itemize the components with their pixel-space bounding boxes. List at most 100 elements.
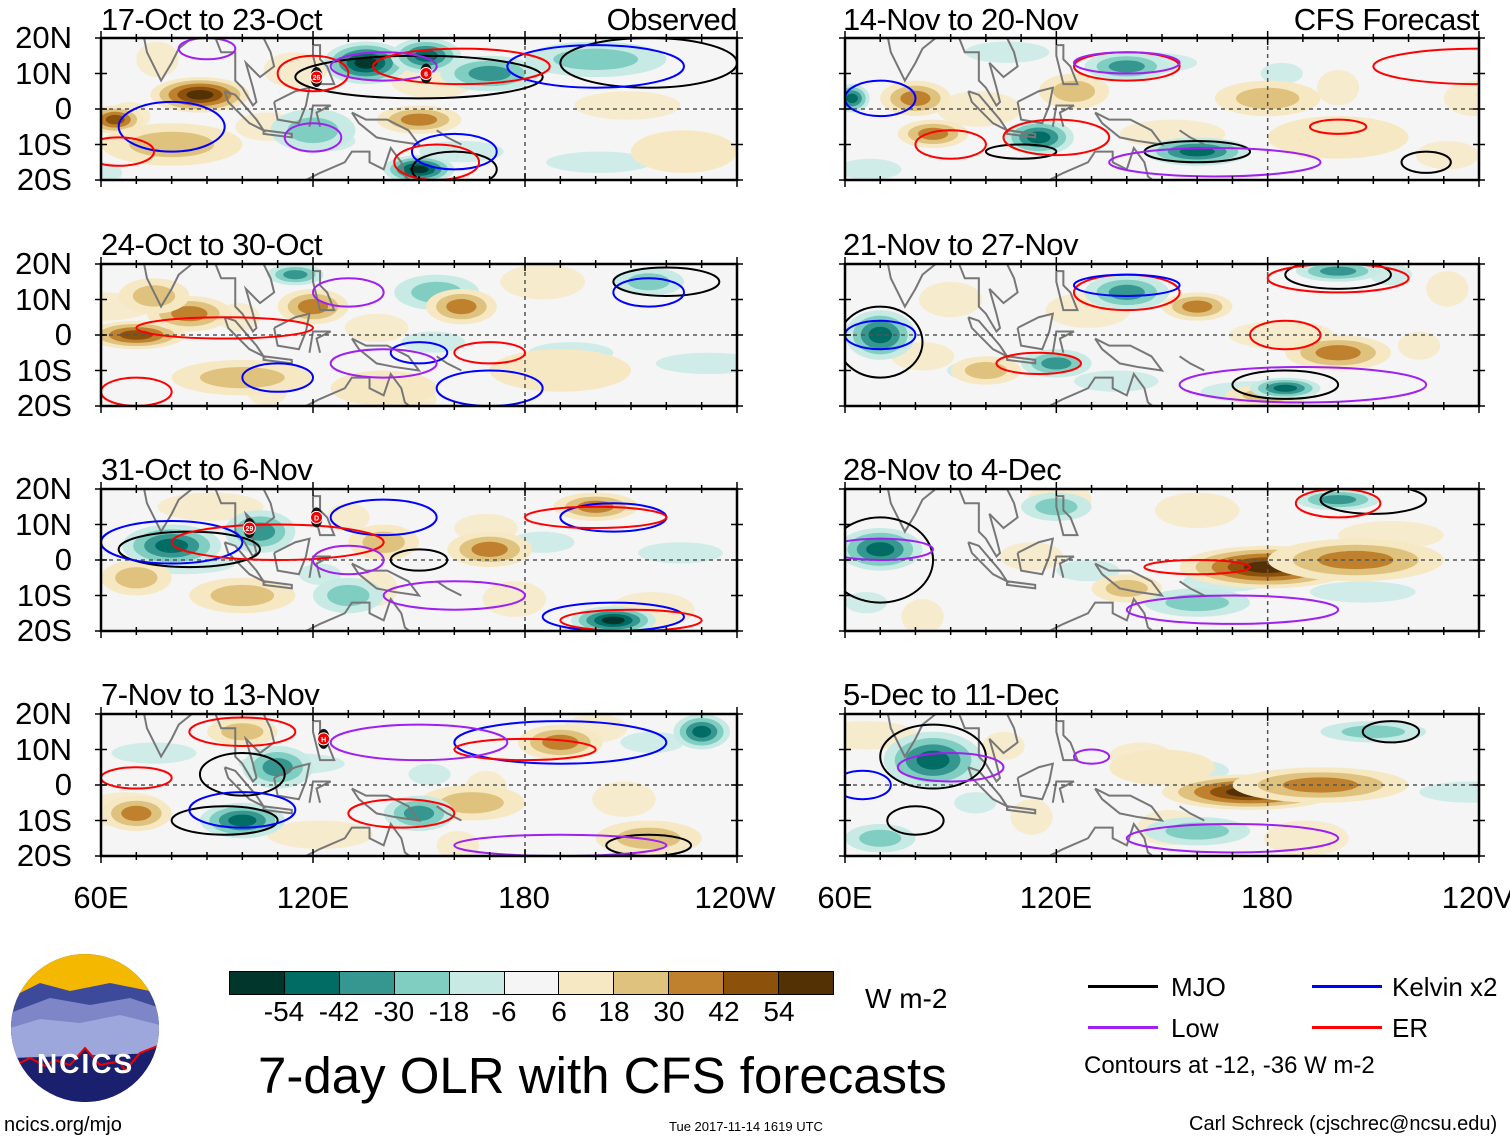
olr-anomaly-shading <box>1317 550 1394 570</box>
panel-content: 29 D <box>101 489 737 631</box>
cyclone-label: 26 <box>313 75 321 82</box>
coastline <box>1016 86 1055 125</box>
olr-anomaly-patch <box>546 151 653 173</box>
mjo-contour <box>1284 264 1392 290</box>
map-panel: H <box>95 707 743 863</box>
legend-low-label: Low <box>1171 1013 1219 1043</box>
kelvin-contour <box>188 791 297 829</box>
ncics-logo <box>11 954 159 1102</box>
olr-anomaly-patch <box>1397 331 1441 360</box>
kelvin-contour <box>845 769 892 801</box>
er-contour <box>1308 118 1368 135</box>
er-contour <box>524 505 668 530</box>
coastline <box>1047 371 1155 406</box>
mjo-contour <box>1231 369 1340 400</box>
legend-low-swatch <box>1088 1026 1158 1029</box>
low-contour <box>1072 51 1181 75</box>
kelvin-contour <box>453 720 668 765</box>
panel-title: 5-Dec to 11-Dec <box>843 677 1059 712</box>
mjo-contour <box>559 38 737 89</box>
lat-label: 20N <box>15 246 72 281</box>
legend-er-swatch <box>1312 1026 1382 1029</box>
tropical-cyclone-icon <box>317 732 331 746</box>
cyclone-label: D <box>314 515 319 522</box>
low-contour <box>329 51 438 82</box>
er-contour <box>393 143 481 180</box>
colorbar-tick-label: 42 <box>708 996 740 1027</box>
colorbar-swatch <box>723 972 779 994</box>
coastline <box>1094 787 1165 822</box>
colorbar-tick-label: -18 <box>428 996 470 1027</box>
low-contour <box>896 752 1005 783</box>
coastline <box>1179 580 1205 597</box>
olr-anomaly-patch <box>1415 140 1479 170</box>
olr-anomaly-patch <box>1443 80 1479 117</box>
coastline <box>886 264 938 309</box>
coastline <box>958 264 1019 334</box>
coastline <box>214 264 276 334</box>
panel-title: 21-Nov to 27-Nov <box>843 227 1078 262</box>
lat-label: 20N <box>15 20 72 55</box>
olr-anomaly-shading <box>446 298 477 315</box>
colorbar-ticks: -54 -42 -30 -18 -6 6 18 30 42 54 <box>229 996 834 1030</box>
kelvin-contour <box>241 362 314 393</box>
panel-content <box>845 489 1479 631</box>
colorbar-tick-label: -54 <box>263 996 305 1027</box>
lat-label: 20S <box>16 838 72 873</box>
mjo-contour <box>845 305 924 379</box>
lat-label: 0 <box>54 767 72 802</box>
olr-anomaly-shading <box>1165 822 1229 840</box>
lon-label: 180 <box>1241 880 1293 915</box>
olr-anomaly-shading <box>228 814 257 827</box>
coastline <box>1006 355 1037 365</box>
site-url[interactable]: ncics.org/mjo <box>4 1114 122 1136</box>
olr-anomaly-patch <box>1309 581 1416 603</box>
er-contour <box>276 54 350 93</box>
coastline <box>436 805 462 822</box>
colorbar-tick-label: -6 <box>491 996 517 1027</box>
lat-label: 10N <box>15 281 72 317</box>
olr-anomaly-patch <box>964 41 1050 63</box>
coastline <box>958 714 1019 784</box>
er-contour <box>101 766 173 790</box>
coastline <box>303 371 412 406</box>
lat-label: 20S <box>16 388 72 423</box>
coastline <box>262 129 293 139</box>
olr-anomaly-patch <box>655 352 737 375</box>
coastline <box>1051 555 1075 578</box>
map-panel <box>839 31 1485 187</box>
er-contour <box>453 341 526 365</box>
map-panel <box>839 482 1485 638</box>
map-panel <box>839 707 1485 863</box>
er-contour <box>1372 47 1479 86</box>
colorbar-swatch <box>448 972 504 994</box>
panel-content <box>845 38 1479 180</box>
olr-anomaly-patch <box>592 781 656 817</box>
olr-anomaly-patch <box>1154 492 1240 529</box>
kelvin-contour <box>1072 273 1181 297</box>
er-contour <box>372 47 551 86</box>
olr-anomaly-patch <box>1264 820 1349 856</box>
olr-anomaly-shading <box>297 298 329 315</box>
colorbar-tick-label: 30 <box>653 996 685 1027</box>
coastline <box>303 145 412 180</box>
cyclone-label: H <box>321 737 326 744</box>
cyclone-label: 6 <box>424 72 428 79</box>
coastline <box>1094 337 1165 372</box>
olr-anomaly-shading <box>330 370 437 406</box>
olr-anomaly-patch <box>1419 781 1479 803</box>
kelvin-contour <box>410 132 498 171</box>
lat-label: 10S <box>16 126 72 162</box>
olr-anomaly-patch <box>344 313 409 343</box>
olr-anomaly-shading <box>221 723 264 741</box>
olr-anomaly-shading <box>601 616 625 625</box>
olr-anomaly-patch <box>620 731 684 754</box>
coastline <box>1055 270 1079 312</box>
olr-anomaly-patch <box>954 792 997 814</box>
lon-label: 120E <box>1019 880 1093 915</box>
olr-anomaly-shading <box>468 65 511 82</box>
olr-anomaly-shading <box>1319 495 1357 505</box>
coastline <box>1006 129 1037 139</box>
panel-title: 28-Nov to 4-Dec <box>843 452 1062 487</box>
coastline <box>1179 805 1205 822</box>
